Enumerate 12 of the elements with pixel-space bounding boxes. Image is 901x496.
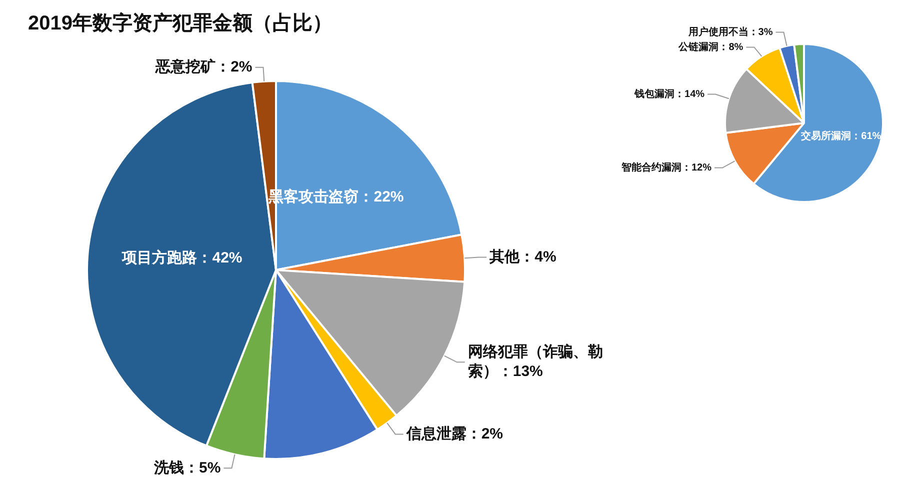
slice-label: 恶意挖矿：2% [154, 58, 252, 76]
slice-label: 信息泄露：2% [405, 425, 504, 442]
slice-label: 网络犯罪（诈骗、勒索）：13% [468, 342, 603, 380]
slice-label: 交易所漏洞：61% [800, 130, 882, 142]
slice-label: 公链漏洞：8% [678, 40, 744, 53]
chart-title: 2019年数字资产犯罪金额（占比） [28, 12, 332, 35]
slice-label: 用户使用不当：3% [687, 26, 773, 38]
slice-label: 钱包漏洞：14% [634, 88, 705, 100]
slice-label: 其他：4% [488, 248, 556, 266]
slice-label: 项目方跑路：42% [121, 248, 242, 266]
slice-label: 洗钱：5% [153, 459, 221, 476]
slice-label: 智能合约漏洞：12% [620, 162, 712, 174]
